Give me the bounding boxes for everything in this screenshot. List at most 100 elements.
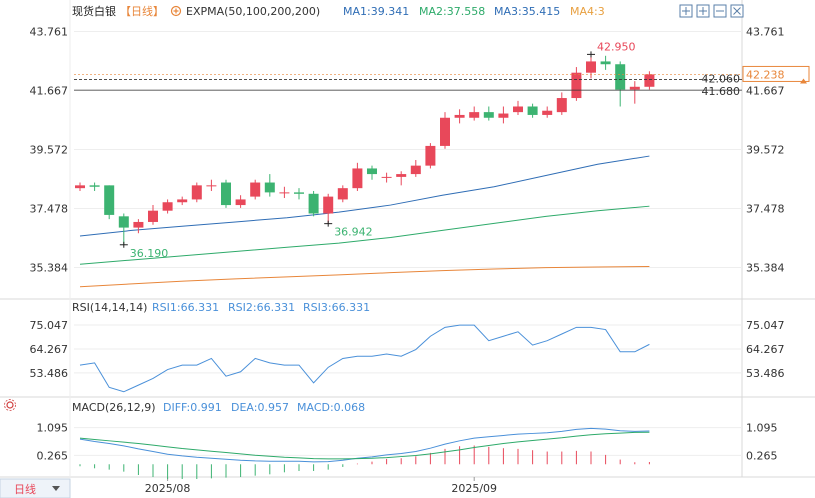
rsi-label: RSI(14,14,14) [72, 301, 147, 314]
gear-icon[interactable] [4, 399, 16, 411]
macd-header: MACD(26,12,9) DIFF:0.991 DEA:0.957 MACD:… [4, 399, 365, 414]
candle-body [264, 182, 275, 193]
dea-line [79, 431, 650, 460]
ma1-line [79, 155, 650, 237]
close-icon[interactable] [730, 4, 744, 18]
candle-body [308, 193, 319, 214]
candle-body [279, 192, 290, 194]
candle-body [513, 106, 523, 113]
ma1-value: MA1:39.341 [343, 5, 409, 18]
candle-body [556, 98, 567, 113]
macd-label: MACD(26,12,9) [72, 401, 156, 414]
candle-body [440, 117, 450, 146]
rsi-header: RSI(14,14,14) RSI1:66.331 RSI2:66.331 RS… [72, 301, 370, 314]
candle-body [352, 168, 363, 189]
macd-tick-right: 1.095 [746, 422, 778, 435]
candle-body [118, 216, 129, 228]
macd-tick-left: 0.265 [37, 449, 69, 462]
candle-body [191, 185, 202, 200]
macd-value: MACD:0.068 [297, 401, 365, 414]
price-tick-left: 41.667 [30, 85, 69, 98]
reference-label-lower: 41.680 [702, 85, 741, 98]
price-tick-right: 35.384 [746, 261, 785, 274]
footer: 日线 [0, 478, 71, 498]
price-tick-left: 43.761 [30, 26, 69, 39]
zoom-in-icon[interactable] [696, 4, 710, 18]
candle-body [381, 176, 392, 178]
candle-body [542, 110, 553, 115]
candle-body [367, 168, 377, 175]
candle-body [323, 196, 334, 214]
candle-body [527, 106, 538, 115]
rsi-tick-left: 53.486 [30, 367, 69, 380]
candle-body [337, 188, 348, 200]
low-marker-2: 36.942 [334, 226, 373, 239]
candle-body [425, 145, 436, 166]
ma3-line [79, 265, 650, 288]
period-button[interactable]: 日线 [14, 482, 36, 496]
candle-body [644, 74, 655, 87]
last-price-label: 42.238 [746, 68, 785, 81]
dea-value: DEA:0.957 [231, 401, 289, 414]
price-tick-right: 39.572 [746, 144, 785, 157]
indicator-label: EXPMA(50,100,200,200) [186, 5, 320, 18]
candle-body [89, 185, 100, 187]
x-tick-label: 2025/08 [145, 482, 191, 495]
reference-label-upper: 42.060 [702, 72, 741, 85]
price-tick-right: 41.667 [746, 85, 785, 98]
ma-lines [79, 155, 650, 288]
candles [75, 54, 655, 245]
candle-body [410, 165, 421, 175]
chevron-down-icon[interactable] [52, 486, 60, 491]
price-tick-right: 43.761 [746, 26, 785, 39]
price-header: 现货白银 【日线】 EXPMA(50,100,200,200) MA1:39.3… [72, 4, 605, 18]
symbol-label: 现货白银 [72, 4, 116, 18]
rsi-tick-right: 64.267 [746, 343, 785, 356]
candle-body [483, 112, 494, 118]
grid-lines [74, 31, 742, 456]
ma3-value: MA3:35.415 [494, 5, 560, 18]
rsi-tick-right: 75.047 [746, 319, 785, 332]
window-controls [679, 4, 744, 18]
candle-body [629, 86, 640, 90]
rsi-tick-right: 53.486 [746, 367, 785, 380]
candle-body [235, 199, 246, 206]
candle-body [454, 114, 465, 118]
settings-icon[interactable] [170, 5, 182, 17]
candle-body [294, 192, 304, 194]
axis-labels: 43.761 43.761 41.667 41.667 39.572 39.572 37.4… [30, 26, 785, 495]
candle-body [162, 202, 173, 211]
price-tick-right: 37.478 [746, 202, 785, 215]
price-tick-left: 39.572 [30, 144, 69, 157]
zoom-out-icon[interactable] [713, 4, 727, 18]
rsi2-value: RSI2:66.331 [228, 301, 295, 314]
candle-body [148, 210, 158, 222]
rsi-line [79, 324, 650, 393]
candle-body [250, 182, 261, 197]
x-tick-label: 2025/09 [451, 482, 497, 495]
candle-body [469, 112, 480, 118]
candle-body [615, 64, 626, 90]
period-button-bg[interactable] [0, 478, 71, 498]
crosshair-icon[interactable] [679, 4, 693, 18]
low-marker-1: 36.190 [130, 247, 169, 260]
rsi1-value: RSI1:66.331 [152, 301, 219, 314]
ma2-value: MA2:37.558 [419, 5, 485, 18]
candle-body [104, 185, 115, 215]
candle-body [498, 113, 509, 118]
chevron-up-icon [800, 78, 807, 84]
high-marker: 42.950 [597, 40, 636, 53]
candle-body [600, 61, 611, 65]
rsi-panel [79, 324, 650, 393]
diff-line [79, 427, 650, 463]
candle-body [177, 199, 188, 203]
candle-body [586, 61, 596, 73]
diff-value: DIFF:0.991 [163, 401, 222, 414]
price-tick-left: 35.384 [30, 261, 69, 274]
ma2-line [79, 205, 650, 265]
period-label[interactable]: 【日线】 [120, 4, 164, 18]
candle-body [221, 182, 231, 206]
last-price-tag [742, 65, 810, 82]
